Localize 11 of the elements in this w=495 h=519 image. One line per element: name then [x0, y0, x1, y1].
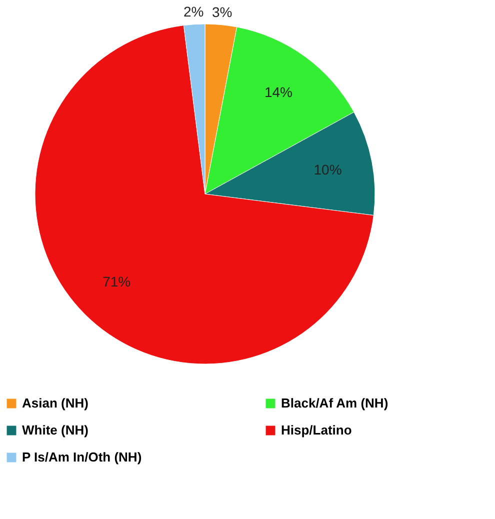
pie-slice — [34, 25, 374, 364]
legend-label: White (NH) — [22, 422, 88, 438]
legend-label: Black/Af Am (NH) — [281, 396, 388, 411]
data-label: 3% — [212, 4, 232, 20]
legend-label: Hisp/Latino — [281, 422, 352, 438]
data-label: 2% — [183, 3, 204, 20]
data-label: 10% — [314, 162, 342, 178]
data-label: 71% — [102, 273, 131, 290]
legend-label: Asian (NH) — [22, 396, 88, 411]
legend-label: P Is/Am In/Oth (NH) — [22, 450, 142, 464]
data-label: 14% — [264, 84, 292, 100]
